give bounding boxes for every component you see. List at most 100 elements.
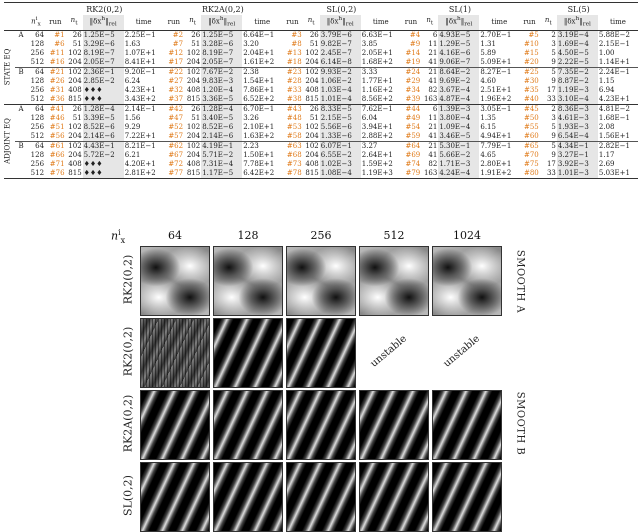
cell-run: #23 (282, 66, 303, 77)
cell-nt: 33 (546, 168, 556, 177)
cell-nt: 2 (539, 103, 557, 114)
section-label: ADJOINT EQ (4, 103, 16, 179)
cell-time: 6.64E−1 (242, 29, 283, 40)
cell-norm: 1.39E−3 (438, 103, 480, 114)
cell-nt: 204 (305, 150, 319, 159)
cell-time: 7.79E−1 (479, 140, 520, 151)
cell-norm: 8.36E−3 (556, 103, 598, 114)
cell-time: 8.21E−1 (123, 140, 164, 151)
cell-norm: 1.71E−3 (438, 159, 480, 169)
cell-nt: 5 (551, 48, 556, 57)
cell-nt: 204 (186, 57, 201, 66)
cell-norm: 1.69E−4 (556, 39, 598, 49)
cell-run: #11 (49, 48, 65, 57)
cell-time: 5.03E+1 (598, 168, 630, 177)
cell-time: 2.04E+1 (243, 48, 275, 57)
cell-nt: 17 (546, 159, 556, 168)
cell-time: 6.24 (124, 76, 141, 85)
cell-run: #24 (400, 66, 422, 77)
image-tile (213, 390, 283, 460)
cell-time: 6.42E+2 (243, 168, 275, 177)
cell-nt: 26 (184, 29, 202, 40)
cell-time: 1.15 (598, 76, 615, 85)
cell-time: 6.52E+2 (243, 94, 275, 103)
cell-time: 2.64E+1 (361, 150, 393, 159)
cell-norm: 4.16E−6 (438, 48, 480, 58)
table-row: 256 #51 102 8.52E−6 9.29 #52 102 8.52E−6 2.10E+1… (4, 122, 638, 132)
cell-time: 1.68E−1 (598, 113, 630, 122)
cell-run: #68 (286, 150, 302, 159)
cell-run: #70 (523, 150, 539, 159)
header-run: run (282, 15, 303, 31)
cell-norm: 1.09E−4 (438, 122, 480, 132)
cell-run: #18 (286, 57, 302, 66)
cell-norm: 1.02E−3 (319, 159, 361, 169)
cell-norm: 9.93E−2 (319, 66, 361, 77)
cell-norm: 4.87E−4 (438, 94, 480, 105)
cell-nt: 5 (539, 66, 557, 77)
row-label: SL(0,2) (121, 475, 135, 516)
image-tile (432, 390, 502, 460)
cell-nx: 64 (26, 29, 46, 40)
cell-time: 4.60 (480, 76, 496, 85)
cell-norm: 5.71E−2 (201, 150, 243, 160)
cell-nt: 26 (65, 29, 83, 40)
cell-run: #16 (49, 57, 65, 66)
cell-run: #64 (400, 140, 422, 151)
cell-run: #65 (519, 140, 540, 151)
cell-nt: 51 (309, 39, 319, 48)
cell-norm: 9.82E−7 (319, 39, 361, 49)
cell-time: 7.62E−1 (360, 103, 401, 114)
cell-nt: 6 (421, 103, 439, 114)
cell-norm: 8.64E−2 (438, 66, 480, 77)
cell-time: 4.94E+1 (480, 131, 512, 140)
results-table: RK2(0,2) RK2A(0,2) SL(0,2) SL(1) SL(5) n… (4, 2, 638, 179)
cell-time: 4.20E+1 (124, 159, 156, 168)
header-spacer (15, 15, 27, 31)
cell-norm: 5.66E−2 (438, 150, 480, 160)
cell-time: 1.61E+2 (243, 57, 275, 66)
table-row: STATE EQ A 64 #1 26 1.25E−5 2.25E−1 #2 26 1.25E−5… (4, 29, 638, 105)
cell-time: 2.51E+1 (480, 85, 512, 94)
cell-norm: 3.36E−5 (201, 94, 243, 105)
cell-run: #41 (45, 103, 66, 114)
cell-nt: 26 (302, 29, 320, 40)
cell-nt: 102 (184, 140, 202, 151)
table-row: 256 #31 408 ♦♦♦ 4.23E+1 #32 408 1.20E−4 7.86E+1 #… (4, 85, 638, 95)
cell-nt: 51 (72, 113, 82, 122)
cell-run: #30 (523, 76, 539, 85)
group-label: A (15, 29, 27, 68)
cell-run: #78 (286, 168, 302, 177)
cell-time: 1.56 (124, 113, 141, 122)
cell-nt: 9 (551, 76, 556, 85)
image-tile (140, 462, 210, 532)
unstable-label: unstable (441, 333, 482, 370)
cell-norm: 9.69E−2 (438, 76, 480, 86)
cell-norm: 2.05E−7 (82, 57, 124, 68)
section-label: STATE EQ (4, 29, 16, 105)
cell-norm: 2.05E−7 (201, 57, 243, 68)
cell-nt: 204 (305, 131, 319, 140)
cell-run: #1 (45, 29, 66, 40)
cell-nt: 51 (72, 39, 82, 48)
cell-run: #35 (523, 85, 539, 94)
cell-nx: 256 (30, 48, 45, 57)
cell-norm: 3.10E−4 (556, 94, 598, 105)
method-header: RK2A(0,2) (201, 4, 244, 14)
cell-run: #80 (523, 168, 539, 177)
cell-run: #4 (400, 29, 422, 40)
cell-time: 4.65 (480, 150, 496, 159)
cell-time: 2.82E−1 (597, 140, 638, 151)
cell-norm: 1.19E−3 (556, 85, 598, 95)
header-nt: nt (539, 15, 557, 31)
header-run: run (519, 15, 540, 31)
cell-time: 1.59E+2 (361, 159, 393, 168)
cell-norm: 4.19E−1 (201, 140, 243, 151)
cell-time: 1.19E+3 (361, 168, 393, 177)
table-row: 512 #76 815 ♦♦♦ 2.81E+2 #77 815 1.17E−5 6.42E+2 #… (4, 168, 638, 179)
cell-time: 5.89 (480, 48, 496, 57)
cell-nx: 128 (30, 150, 45, 159)
cell-time: 3.27 (360, 140, 401, 151)
cell-nt: 2 (539, 29, 557, 40)
cell-norm: 1.01E−3 (556, 168, 598, 179)
